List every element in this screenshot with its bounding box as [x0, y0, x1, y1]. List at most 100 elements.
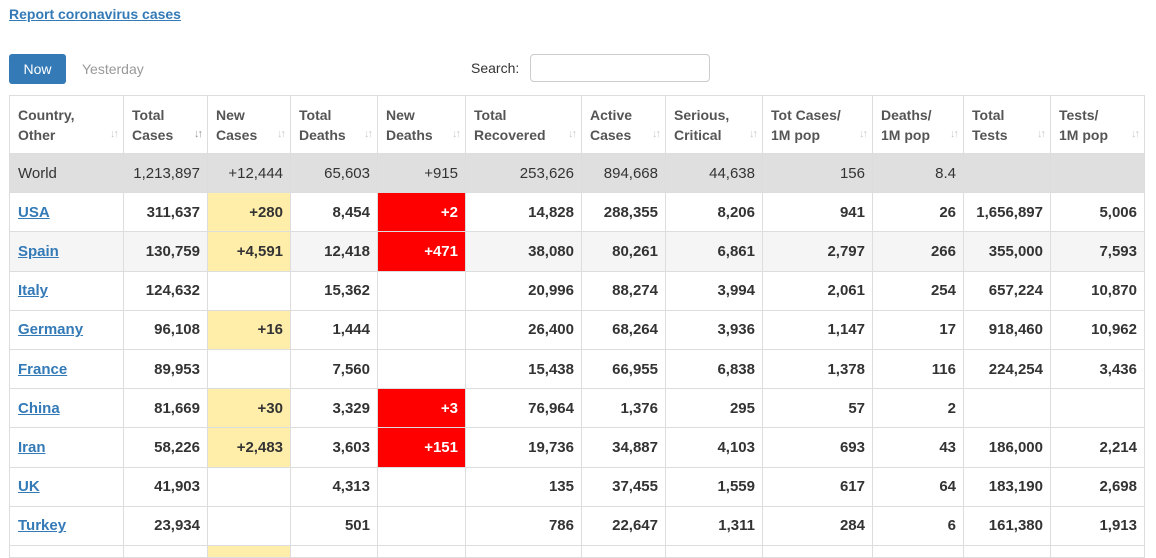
sort-arrows-icon[interactable]: ↓↑ — [950, 128, 959, 140]
country-link[interactable]: Turkey — [18, 517, 67, 535]
sort-arrows-icon[interactable]: ↓↑ — [652, 128, 661, 140]
cell-serious-critical: 1,311 — [665, 505, 763, 546]
sort-arrows-icon[interactable]: ↓↑ — [110, 128, 119, 140]
column-header-label: Serious, — [674, 106, 730, 123]
cell-new-deaths — [377, 309, 466, 350]
cell-total-recovered: 253,626 — [465, 152, 582, 194]
sort-arrows-icon[interactable]: ↓↑ — [364, 128, 373, 140]
column-header-total-deaths[interactable]: Total Deaths ↓↑ — [290, 95, 378, 154]
cell-new-cases: +4,591 — [207, 231, 291, 272]
cell-total-cases: 311,637 — [123, 192, 208, 233]
cell-active-cases: 80,261 — [581, 231, 666, 272]
cell-deaths-per-1m: 2 — [872, 388, 964, 429]
cell-total-recovered: 14,828 — [465, 192, 582, 233]
cell-active-cases: 288,355 — [581, 192, 666, 233]
cell-cases-per-1m — [762, 544, 873, 558]
tab-yesterday[interactable]: Yesterday — [82, 61, 144, 77]
cell-total-recovered: 76,964 — [465, 388, 582, 429]
cell-deaths-per-1m: 266 — [872, 231, 964, 272]
cell-total-tests: 186,000 — [963, 427, 1051, 468]
country-link[interactable]: UK — [18, 478, 40, 496]
cell-tests-per-1m: 3,436 — [1050, 348, 1145, 390]
search-label: Search: — [471, 60, 520, 76]
search-input[interactable] — [530, 54, 710, 82]
column-header-label: 1M pop — [1059, 126, 1108, 143]
country-link[interactable]: China — [18, 399, 60, 417]
cell-new-cases — [207, 466, 291, 507]
country-link[interactable]: Spain — [18, 242, 59, 260]
cell-total-tests: 355,000 — [963, 231, 1051, 272]
column-header-label: 1M pop — [881, 126, 930, 143]
cell-deaths-per-1m: 64 — [872, 466, 964, 507]
cell-new-deaths: +915 — [377, 152, 466, 194]
column-header-total-tests[interactable]: Total Tests ↓↑ — [963, 95, 1051, 154]
cell-new-cases: +30 — [207, 388, 291, 429]
sort-arrows-icon[interactable]: ↓↑ — [452, 128, 461, 140]
sort-arrows-icon[interactable]: ↓↑ — [1131, 128, 1140, 140]
sort-arrows-icon[interactable]: ↓↑ — [194, 128, 203, 140]
column-header-label: Critical — [674, 126, 722, 143]
cell-total-recovered: 38,080 — [465, 231, 582, 272]
sort-arrows-icon[interactable]: ↓↑ — [277, 128, 286, 140]
column-header-active-cases[interactable]: Active Cases ↓↑ — [581, 95, 666, 154]
cell-new-deaths — [377, 348, 466, 390]
cell-serious-critical: 295 — [665, 388, 763, 429]
country-link[interactable]: Italy — [18, 282, 49, 300]
column-header-new-cases[interactable]: New Cases ↓↑ — [207, 95, 291, 154]
cell-country: China — [9, 388, 124, 429]
cell-serious-critical: 44,638 — [665, 152, 763, 194]
column-header-tests-per-1m[interactable]: Tests/1M pop ↓↑ — [1050, 95, 1145, 154]
cell-serious-critical: 1,559 — [665, 466, 763, 507]
cell-new-deaths — [377, 544, 466, 558]
cell-active-cases: 22,647 — [581, 505, 666, 546]
country-link[interactable]: Iran — [18, 438, 46, 456]
sort-arrows-icon[interactable]: ↓↑ — [568, 128, 577, 140]
cell-cases-per-1m: 284 — [762, 505, 873, 546]
cell-country: Spain — [9, 231, 124, 272]
cell-total-deaths: 15,362 — [290, 270, 378, 311]
cell-total-deaths: 3,329 — [290, 388, 378, 429]
cell-total-tests: 657,224 — [963, 270, 1051, 311]
cell-active-cases — [581, 544, 666, 558]
column-header-deaths-per-1m[interactable]: Deaths/1M pop ↓↑ — [872, 95, 964, 154]
column-header-country[interactable]: Country, Other ↓↑ — [9, 95, 124, 154]
cell-new-cases — [207, 348, 291, 390]
cell-serious-critical: 6,861 — [665, 231, 763, 272]
column-header-total-cases[interactable]: Total Cases ↓↑ — [123, 95, 208, 154]
column-header-label: Total — [132, 106, 165, 123]
column-header-serious-critical[interactable]: Serious, Critical ↓↑ — [665, 95, 763, 154]
country-link[interactable]: Germany — [18, 321, 84, 339]
column-header-label: Deaths — [386, 126, 433, 143]
column-header-label: Tot Cases/ — [771, 106, 841, 123]
cell-deaths-per-1m — [872, 544, 964, 558]
report-cases-link[interactable]: Report coronavirus cases — [9, 6, 181, 22]
cell-total-deaths: 65,603 — [290, 152, 378, 194]
cell-serious-critical: 4,103 — [665, 427, 763, 468]
cell-new-deaths: +151 — [377, 427, 466, 468]
table-row: France 89,953 7,560 15,438 66,955 6,838 1,378 1… — [9, 348, 1145, 390]
column-header-cases-per-1m[interactable]: Tot Cases/1M pop ↓↑ — [762, 95, 873, 154]
cell-tests-per-1m — [1050, 152, 1145, 194]
column-header-total-recovered[interactable]: Total Recovered ↓↑ — [465, 95, 582, 154]
column-header-label: Total — [474, 106, 507, 123]
cell-new-deaths: +471 — [377, 231, 466, 272]
column-header-label: Total — [299, 106, 332, 123]
cell-serious-critical: 6,838 — [665, 348, 763, 390]
cell-tests-per-1m — [1050, 388, 1145, 429]
cell-country: World — [9, 152, 124, 194]
cell-cases-per-1m: 1,378 — [762, 348, 873, 390]
cell-serious-critical: 8,206 — [665, 192, 763, 233]
column-header-new-deaths[interactable]: New Deaths ↓↑ — [377, 95, 466, 154]
tab-now[interactable]: Now — [9, 54, 66, 84]
cell-tests-per-1m: 2,698 — [1050, 466, 1145, 507]
sort-arrows-icon[interactable]: ↓↑ — [749, 128, 758, 140]
cell-serious-critical: 3,936 — [665, 309, 763, 350]
country-link[interactable]: France — [18, 360, 68, 378]
country-link[interactable]: USA — [18, 203, 50, 221]
column-header-label: Other — [18, 126, 56, 143]
cell-total-recovered: 135 — [465, 466, 582, 507]
cell-active-cases: 37,455 — [581, 466, 666, 507]
sort-arrows-icon[interactable]: ↓↑ — [1037, 128, 1046, 140]
column-header-label: Cases — [590, 126, 632, 143]
sort-arrows-icon[interactable]: ↓↑ — [859, 128, 868, 140]
